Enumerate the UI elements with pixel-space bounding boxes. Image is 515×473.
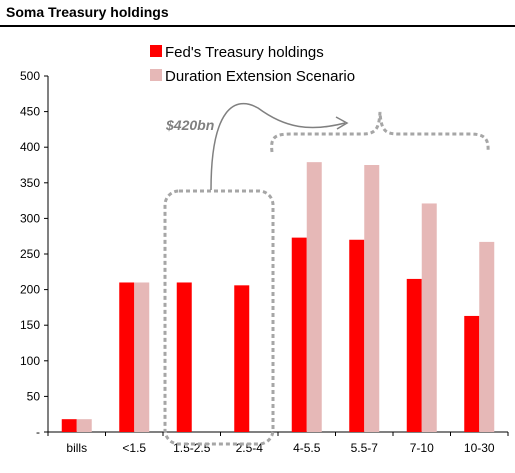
y-tick-label: 500 <box>20 69 40 83</box>
bar-fed-holdings <box>61 419 77 432</box>
y-tick-label: 350 <box>20 176 40 190</box>
y-tick-label: 300 <box>20 211 40 225</box>
bar-duration-extension <box>421 203 437 432</box>
legend-swatch <box>150 69 162 81</box>
legend-label: Fed's Treasury holdings <box>165 44 324 61</box>
arrow-head <box>335 116 349 130</box>
curved-arrow <box>210 103 346 191</box>
bars <box>61 162 495 433</box>
x-tick-label: 5.5-7 <box>351 441 379 455</box>
bar-fed-holdings <box>406 278 422 432</box>
y-tick-label: 150 <box>20 318 40 332</box>
dashed-brace <box>270 111 490 153</box>
x-tick-label: bills <box>66 441 87 455</box>
x-tick-label: 4-5.5 <box>293 441 321 455</box>
y-tick-label: 250 <box>20 247 40 261</box>
title-rule <box>0 25 515 27</box>
bar-fed-holdings <box>234 285 250 432</box>
y-tick-label: 400 <box>20 140 40 154</box>
y-tick-label: - <box>36 425 40 439</box>
x-tick-label: 7-10 <box>410 441 434 455</box>
y-tick-label: 100 <box>20 354 40 368</box>
bar-duration-extension <box>364 165 380 432</box>
y-tick-label: 50 <box>27 389 41 403</box>
bar-duration-extension <box>76 419 92 432</box>
y-tick-label: 450 <box>20 105 40 119</box>
x-tick-label: 10-30 <box>464 441 495 455</box>
legend: Fed's Treasury holdings Duration Extensio… <box>150 44 355 85</box>
annotation-label: $420bn <box>165 117 214 133</box>
bar-duration-extension <box>134 282 150 432</box>
bar-fed-holdings <box>291 237 307 432</box>
bar-fed-holdings <box>176 282 192 432</box>
bar-fed-holdings <box>349 239 365 432</box>
legend-label: Duration Extension Scenario <box>165 68 355 85</box>
bar-duration-extension <box>306 162 322 433</box>
y-tick-label: 200 <box>20 283 40 297</box>
bar-fed-holdings <box>119 282 135 432</box>
legend-swatch <box>150 45 162 57</box>
chart-title: Soma Treasury holdings <box>6 4 169 20</box>
dashed-source-box <box>163 189 275 446</box>
bar-duration-extension <box>479 241 495 432</box>
annotation-layer: $420bn <box>163 103 490 446</box>
bar-fed-holdings <box>464 315 480 432</box>
x-tick-label: <1.5 <box>122 441 146 455</box>
